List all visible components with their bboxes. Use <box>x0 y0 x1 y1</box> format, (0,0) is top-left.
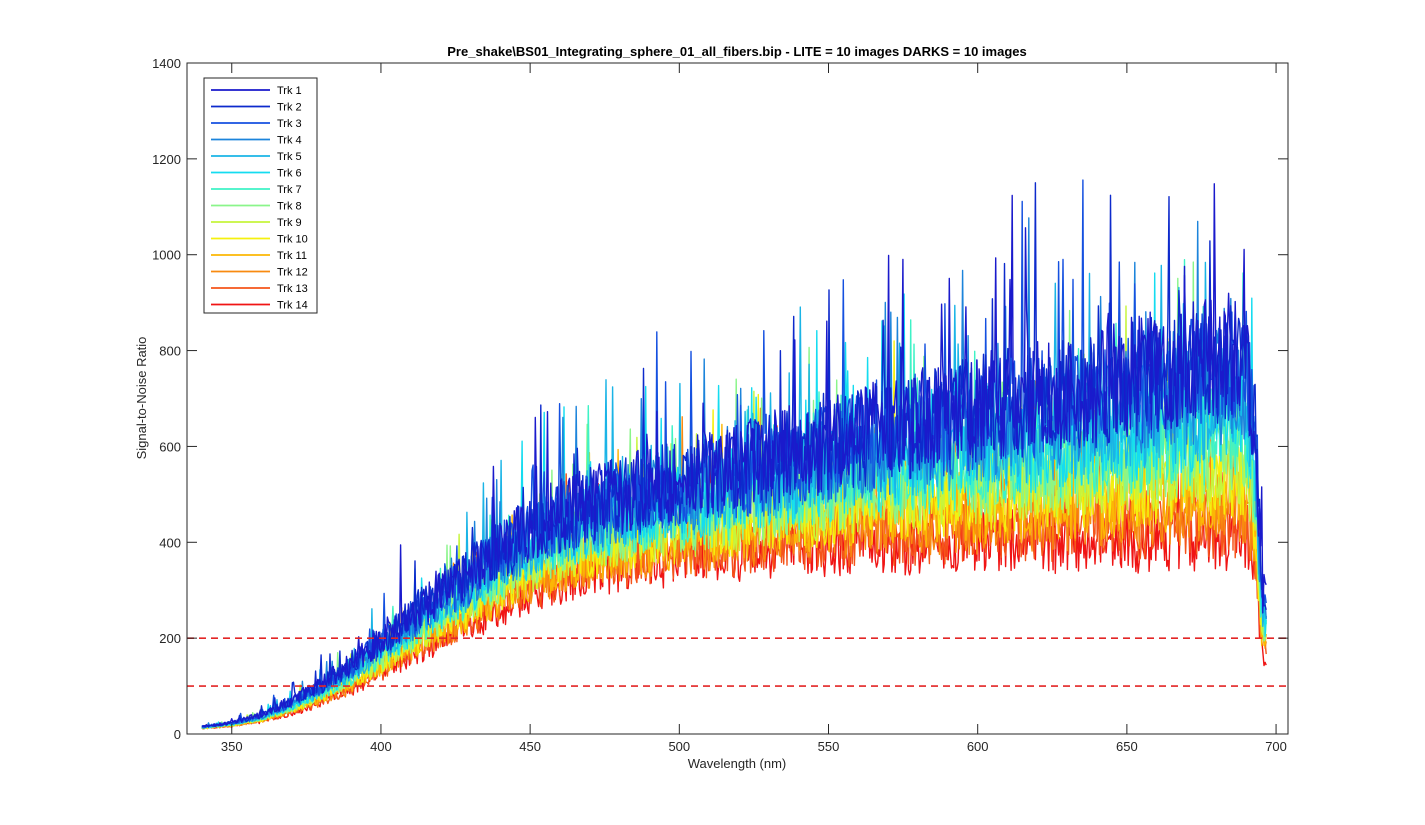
chart-title: Pre_shake\BS01_Integrating_sphere_01_all… <box>447 44 1026 59</box>
y-tick-label: 800 <box>159 344 181 359</box>
y-tick-label: 400 <box>159 535 181 550</box>
x-ticks: 350 400 450 500 550 600 650 700 <box>221 63 1287 754</box>
legend-label: Trk 8 <box>277 201 302 213</box>
x-tick-label: 650 <box>1116 739 1138 754</box>
legend-box <box>203 77 318 314</box>
legend-label: Trk 1 <box>277 85 302 97</box>
series-layer <box>201 179 1267 730</box>
series-line-trk-1 <box>201 183 1267 728</box>
reference-lines <box>187 637 1288 687</box>
legend-label: Trk 10 <box>277 234 308 246</box>
x-tick-label: 350 <box>221 739 243 754</box>
legend-label: Trk 6 <box>277 168 302 180</box>
y-tick-label: 600 <box>159 439 181 454</box>
x-tick-label: 450 <box>519 739 541 754</box>
x-tick-label: 550 <box>818 739 840 754</box>
y-ticks: 0 200 400 600 800 1000 1200 1400 <box>152 56 1288 742</box>
legend-label: Trk 13 <box>277 283 308 295</box>
legend-label: Trk 9 <box>277 217 302 229</box>
y-tick-label: 1400 <box>152 56 181 71</box>
legend-label: Trk 4 <box>277 135 302 147</box>
y-tick-label: 0 <box>174 727 181 742</box>
x-axis-label: Wavelength (nm) <box>688 756 787 771</box>
legend: Trk 1 Trk 2 Trk 3 Trk 4 Trk 5 Trk 6 Trk 7 Trk 8… <box>203 77 318 314</box>
axes-box <box>186 62 1289 735</box>
legend-label: Trk 5 <box>277 151 302 163</box>
y-tick-label: 1200 <box>152 152 181 167</box>
y-tick-label: 1000 <box>152 248 181 263</box>
x-tick-label: 700 <box>1265 739 1287 754</box>
legend-label: Trk 11 <box>277 250 307 262</box>
x-tick-label: 500 <box>668 739 690 754</box>
legend-label: Trk 12 <box>277 267 308 279</box>
legend-label: Trk 14 <box>277 300 308 312</box>
legend-items: Trk 1 Trk 2 Trk 3 Trk 4 Trk 5 Trk 6 Trk 7 Trk 8… <box>211 85 308 312</box>
x-tick-label: 400 <box>370 739 392 754</box>
legend-label: Trk 7 <box>277 184 302 196</box>
legend-label: Trk 3 <box>277 118 302 130</box>
y-tick-label: 200 <box>159 631 181 646</box>
y-axis-label: Signal-to-Noise Ratio <box>134 337 149 460</box>
legend-label: Trk 2 <box>277 102 302 114</box>
x-tick-label: 600 <box>967 739 989 754</box>
